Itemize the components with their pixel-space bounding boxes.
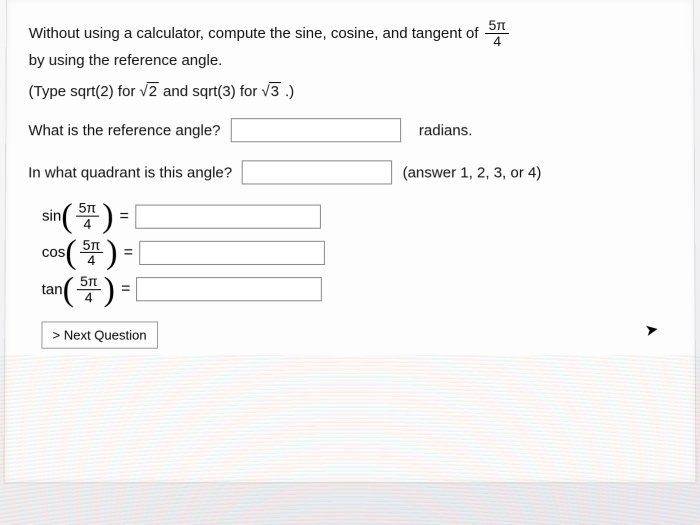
equals-sign: = [121,280,130,298]
ref-angle-label: What is the reference angle? [28,122,220,139]
hint-mid: and sqrt(3) for [163,83,257,100]
hint-end: .) [285,83,294,100]
rparen-icon: ) [104,276,115,303]
lparen-icon: ( [65,239,76,266]
cos-arg: 5π 4 [80,238,104,269]
problem-page: Without using a calculator, compute the … [4,0,697,483]
cos-label: cos [42,244,66,261]
equals-sign: = [120,207,129,225]
sqrt3-symbol: √3 [261,83,281,100]
sqrt2-symbol: √2 [139,83,159,100]
hint-a: (Type sqrt(2) for [29,83,136,100]
angle-fraction: 5π 4 [485,18,509,48]
lparen-icon: ( [61,203,72,230]
ref-angle-input[interactable] [231,119,401,143]
sin-input[interactable] [135,204,321,228]
quadrant-row: In what quadrant is this angle? (answer … [28,161,672,185]
quadrant-hint: (answer 1, 2, 3, or 4) [403,164,542,181]
cursor-icon: ➤ [643,319,660,341]
equals-sign: = [124,244,133,262]
cos-input[interactable] [139,241,325,265]
intro-text-a: Without using a calculator, compute the … [29,25,479,42]
lparen-icon: ( [63,276,74,303]
cos-row: cos ( 5π 4 ) = [42,238,673,269]
ref-angle-unit: radians. [419,122,473,139]
tan-arg: 5π 4 [77,274,101,305]
tan-label: tan [42,281,63,298]
sin-label: sin [42,208,61,225]
quadrant-input[interactable] [242,161,392,185]
rparen-icon: ) [106,239,117,266]
quadrant-label: In what quadrant is this angle? [28,164,232,181]
intro-text-b: by using the reference angle. [29,52,223,69]
next-question-button[interactable]: > Next Question [41,321,157,348]
type-hint: (Type sqrt(2) for √2 and sqrt(3) for √3 … [29,83,672,100]
problem-statement: Without using a calculator, compute the … [29,18,672,69]
sin-arg: 5π 4 [76,201,100,232]
reference-angle-row: What is the reference angle? radians. [28,119,671,143]
angle-denominator: 4 [490,34,504,49]
sin-row: sin ( 5π 4 ) = [42,201,672,232]
tan-row: tan ( 5π 4 ) = [42,274,673,305]
rparen-icon: ) [102,203,113,230]
tan-input[interactable] [136,277,322,301]
angle-numerator: 5π [485,18,508,34]
next-label: > Next Question [52,327,146,342]
